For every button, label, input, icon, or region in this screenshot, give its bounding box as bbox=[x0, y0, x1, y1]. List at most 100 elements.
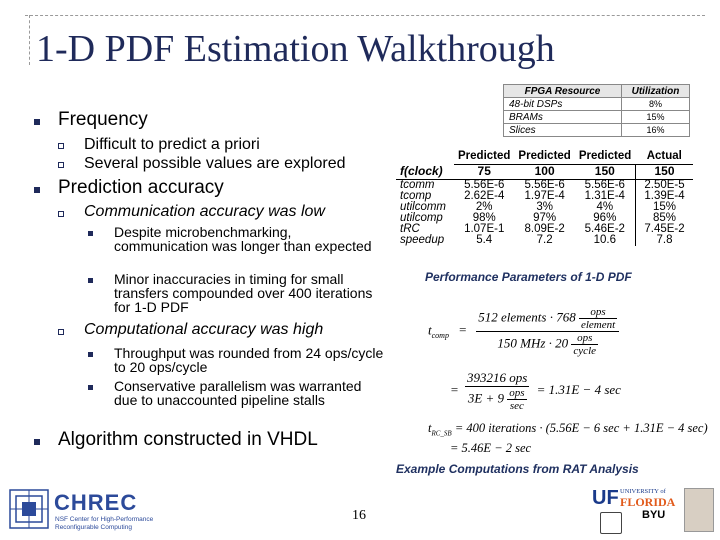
table-cell: tcomp bbox=[400, 189, 432, 202]
eq2-denominator: 3E + 9 ops sec bbox=[465, 387, 529, 412]
table-cell: 75 bbox=[454, 164, 515, 180]
eq2-fraction: 393216 ops 3E + 9 ops sec bbox=[465, 370, 530, 412]
equation-trc: tRC_SB = 400 iterations · (5.56E − 6 sec… bbox=[428, 421, 708, 438]
table-cell: 100 bbox=[514, 164, 575, 180]
bullet-compute-sub2: Conservative parallelism was warranted d… bbox=[114, 378, 362, 408]
slide-title: 1-D PDF Estimation Walkthrough bbox=[36, 28, 555, 70]
table-cell: 85% bbox=[634, 212, 694, 224]
table-cell: utilcomm bbox=[400, 200, 447, 213]
table-cell: 8.09E-2 bbox=[524, 222, 565, 235]
eq-trc-sub: RC_SB bbox=[431, 429, 452, 438]
table-row: tRC 1.07E-1 8.09E-2 5.46E-2 7.45E-2 bbox=[396, 222, 694, 235]
table-cell: 98% bbox=[472, 211, 496, 224]
eq1-fraction: 512 elements · 768 ops element 150 MHz ·… bbox=[476, 306, 620, 357]
table-header-cell: FPGA Resource bbox=[503, 84, 622, 98]
table-cell: Slices bbox=[503, 123, 622, 137]
eq2-den-unit-top: ops bbox=[507, 387, 527, 400]
table-cell: tRC bbox=[400, 222, 420, 235]
eq2-den-unit-bot: sec bbox=[509, 400, 524, 412]
table-cell: speedup bbox=[400, 233, 445, 246]
eq1-den-unit: ops cycle bbox=[571, 332, 599, 357]
eq1-den-unit-bot: cycle bbox=[573, 345, 597, 357]
top-divider bbox=[25, 15, 705, 16]
table-cell: 1.31E-4 bbox=[584, 189, 625, 202]
table-header-cell: Predicted bbox=[514, 149, 575, 165]
bullet-comm-sub2: Minor inaccuracies in timing for small t… bbox=[114, 271, 373, 315]
table-cell: 4% bbox=[596, 200, 614, 213]
table-cell: 15% bbox=[634, 201, 694, 213]
table-row: tcomp 2.62E-4 1.97E-4 1.31E-4 1.39E-4 bbox=[396, 189, 694, 202]
table-cell: 8% bbox=[621, 97, 690, 111]
table-cell: 5.56E-6 bbox=[464, 178, 505, 191]
eq2-num-text: 393216 bbox=[467, 370, 507, 385]
chrec-sub1: NSF Center for High-Performance bbox=[55, 516, 154, 523]
eq-tcomp-sub: comp bbox=[431, 331, 449, 341]
eq2-den-unit: ops sec bbox=[507, 387, 527, 412]
table-cell: f(clock) bbox=[396, 164, 454, 180]
table-cell: 15% bbox=[621, 110, 690, 124]
eq1-num-text: 512 elements · 768 bbox=[478, 309, 576, 325]
performance-table: Predicted Predicted Predicted Actual f(c… bbox=[396, 149, 694, 246]
eq-tcomp-label: t bbox=[428, 322, 432, 338]
chrec-logo: CHREC NSF Center for High-Performance Re… bbox=[8, 488, 158, 534]
table-cell: 2.62E-4 bbox=[464, 189, 505, 202]
eq1-numerator: 512 elements · 768 ops element bbox=[476, 306, 620, 332]
eq1-den-unit-top: ops bbox=[571, 332, 599, 345]
eq2-result: = 1.31E − 4 sec bbox=[536, 381, 621, 397]
bullet-square-icon bbox=[34, 439, 40, 445]
bullet-freq-sub2: Several possible values are explored bbox=[84, 155, 346, 172]
uf-monogram: UF bbox=[592, 487, 619, 509]
sub-bullet-icon bbox=[58, 162, 64, 168]
bullet-prediction: Prediction accuracy bbox=[58, 177, 224, 198]
table-cell: 1.97E-4 bbox=[524, 189, 565, 202]
table-row: 48-bit DSPs 8% bbox=[503, 97, 690, 111]
bullet-square-icon bbox=[34, 187, 40, 193]
bullet-square-icon bbox=[88, 278, 93, 283]
eq1-num-unit-top: ops bbox=[578, 306, 618, 319]
sub-bullet-icon bbox=[58, 329, 64, 335]
table-cell: 3% bbox=[536, 200, 553, 213]
eq2-den-text: 3E + 9 bbox=[467, 390, 505, 406]
table-cell: 7.2 bbox=[536, 233, 553, 246]
table-cell: 7.45E-2 bbox=[634, 223, 694, 235]
bullet-compute-sub1: Throughput was rounded from 24 ops/cycle… bbox=[114, 345, 384, 375]
table-row: tcomm 5.56E-6 5.56E-6 5.56E-6 2.50E-5 bbox=[396, 178, 694, 191]
chrec-sub2: Reconfigurable Computing bbox=[55, 524, 132, 531]
table-header-row: FPGA Resource Utilization bbox=[503, 84, 690, 98]
bullet-square-icon bbox=[88, 231, 93, 236]
table-cell: 150 bbox=[634, 164, 694, 180]
table-cell: 5.4 bbox=[476, 233, 493, 246]
virginia-tech-seal-icon bbox=[600, 512, 622, 534]
table-cell: 96% bbox=[593, 211, 617, 224]
bullet-freq-sub1: Difficult to predict a priori bbox=[84, 136, 260, 153]
left-divider bbox=[29, 15, 30, 65]
bullet-vhdl: Algorithm constructed in VHDL bbox=[58, 429, 318, 450]
table-header-cell: Predicted bbox=[574, 149, 636, 165]
sub-bullet-icon bbox=[58, 143, 64, 149]
table-header-cell: Utilization bbox=[621, 84, 690, 98]
bullet-compute: Computational accuracy was high bbox=[84, 321, 324, 338]
table-cell: 2% bbox=[475, 200, 493, 213]
table-cell: 7.8 bbox=[634, 234, 694, 246]
bullet-square-icon bbox=[88, 385, 93, 390]
equation-4: = 5.46E − 2 sec bbox=[450, 441, 532, 455]
table-cell: 1.07E-1 bbox=[464, 222, 505, 235]
eq3-body: = 400 iterations · (5.56E − 6 sec + 1.31… bbox=[454, 421, 708, 435]
eq1-num-unit-bot: element bbox=[580, 319, 616, 331]
uf-line2: FLORIDA bbox=[620, 495, 676, 509]
bullet-comm-sub1: Despite microbenchmarking, communication… bbox=[114, 224, 372, 254]
equals-sign: = bbox=[458, 322, 467, 338]
table-row: f(clock) 75 100 150 150 bbox=[396, 164, 694, 180]
uf-line1: UNIVERSITY of bbox=[620, 488, 666, 495]
eq2-num-unit: ops bbox=[509, 370, 528, 385]
eq1-denominator: 150 MHz · 20 ops cycle bbox=[476, 332, 619, 357]
bullet-frequency: Frequency bbox=[58, 109, 148, 130]
table-cell: 5.56E-6 bbox=[524, 178, 565, 191]
table-row: utilcomp 98% 97% 96% 85% bbox=[396, 211, 694, 224]
table-cell: 150 bbox=[574, 164, 636, 180]
perf-table-caption: Performance Parameters of 1-D PDF bbox=[425, 270, 632, 284]
table-row: utilcomm 2% 3% 4% 15% bbox=[396, 200, 694, 213]
table-header-cell: Actual bbox=[635, 149, 694, 165]
table-row: BRAMs 15% bbox=[503, 110, 690, 124]
page-number: 16 bbox=[352, 508, 366, 523]
